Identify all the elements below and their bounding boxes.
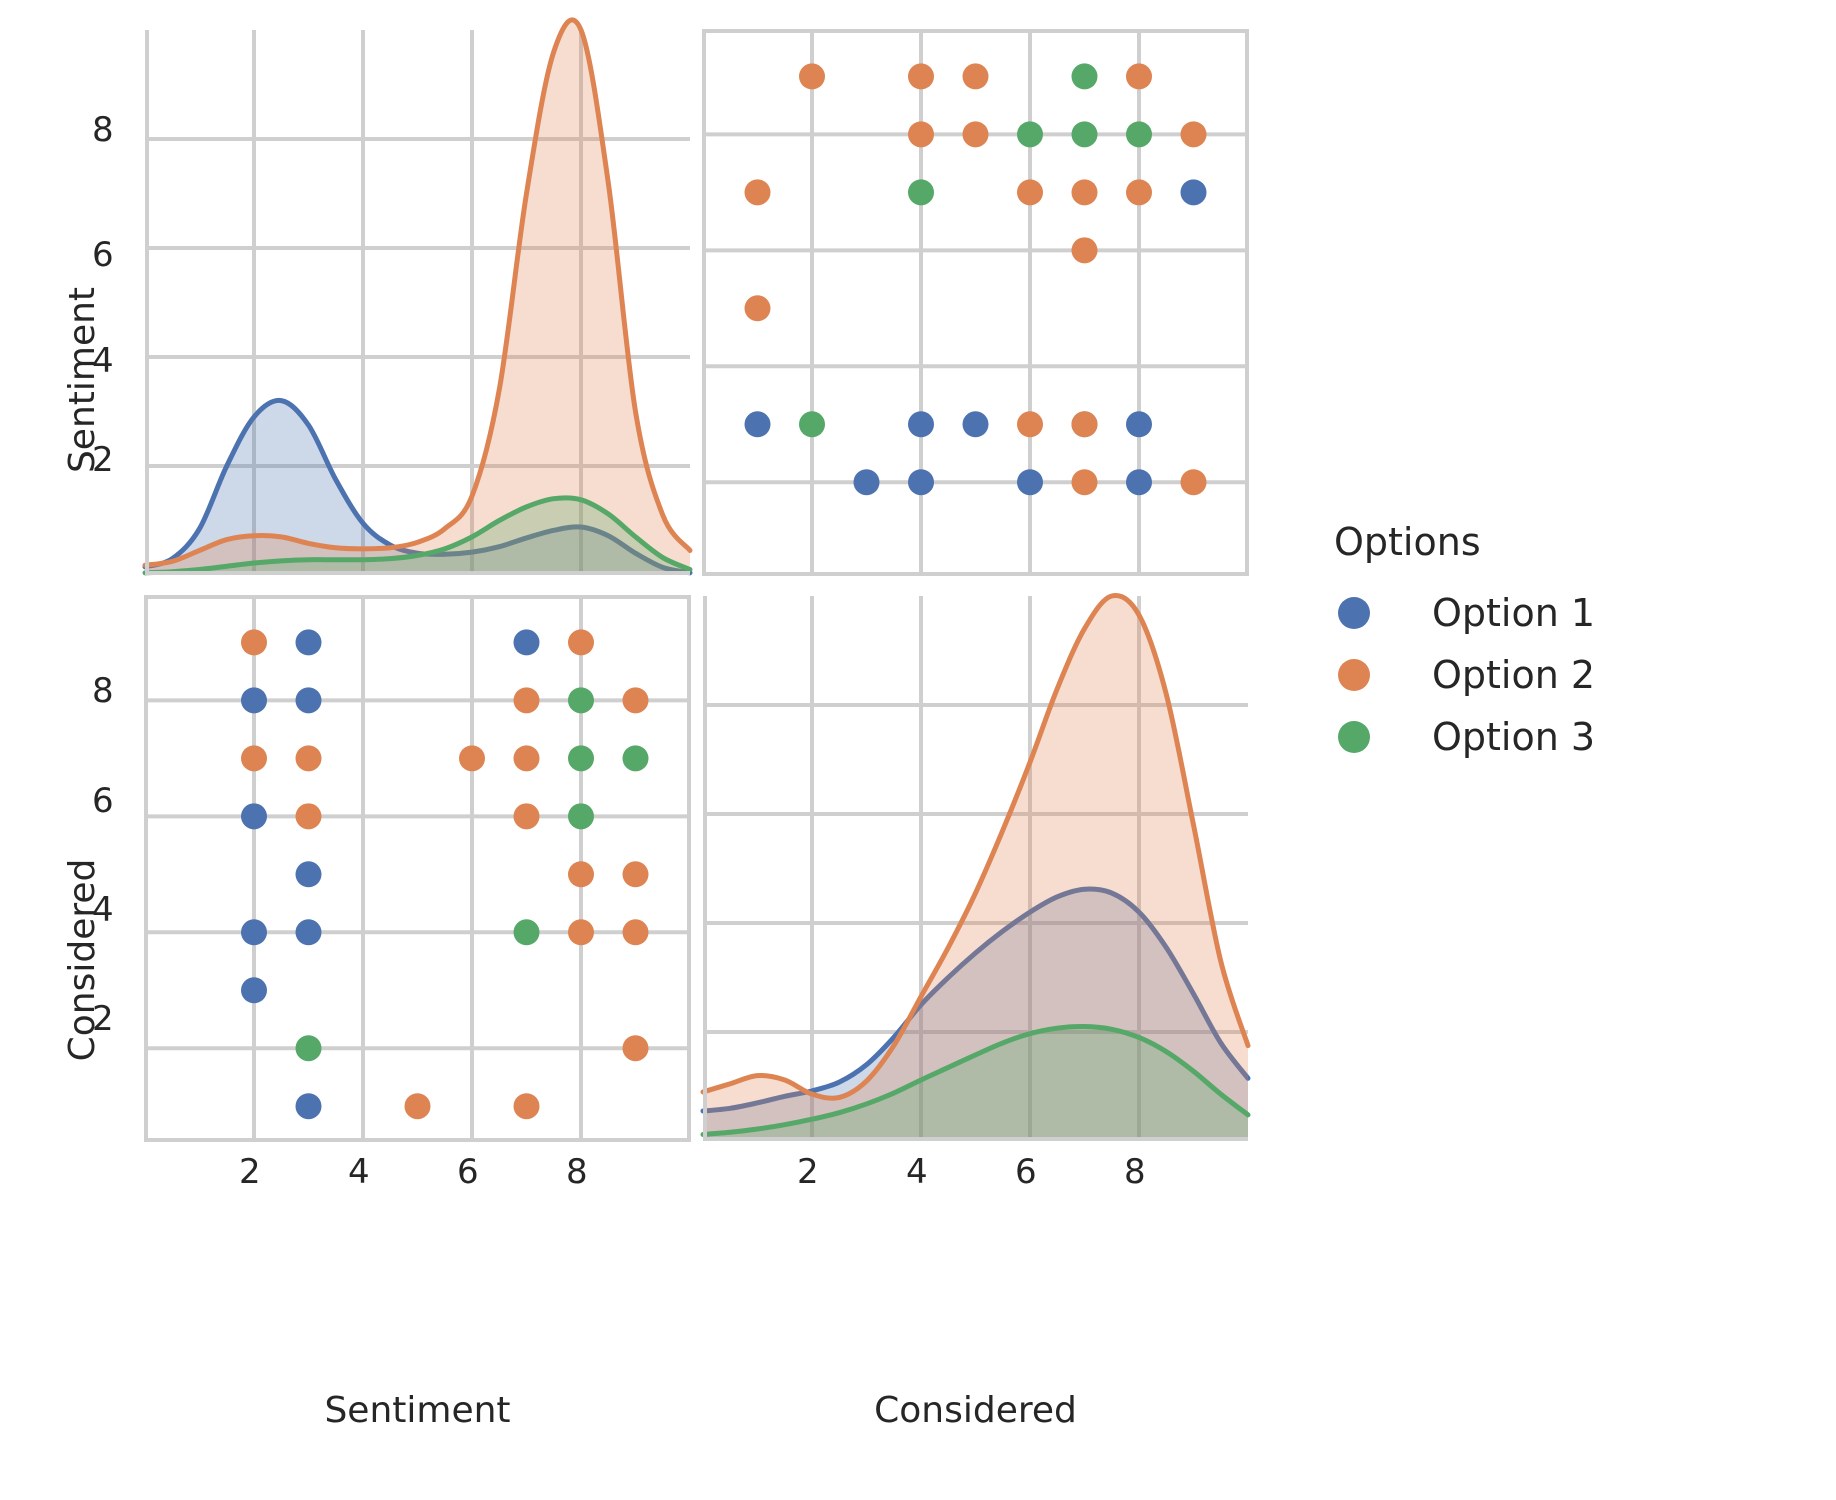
x-axis-label-sentiment: Sentiment (324, 1390, 511, 1431)
legend-label-option-1: Option 1 (1432, 591, 1596, 635)
scatter-sentiment-considered (144, 595, 691, 1142)
y-tick-top-6: 6 (92, 235, 114, 275)
x-tick-right-6: 6 (1015, 1152, 1037, 1192)
legend-item-option-2[interactable]: Option 2 (1316, 644, 1716, 706)
legend-swatch-option-1 (1338, 597, 1370, 629)
legend-swatch-option-2 (1338, 659, 1370, 691)
x-axis-label-considered: Considered (874, 1390, 1077, 1431)
x-tick-left-6: 6 (457, 1152, 479, 1192)
panel-scatter-sentiment-vs-considered (144, 595, 691, 1142)
legend-item-option-1[interactable]: Option 1 (1316, 582, 1716, 644)
y-tick-bottom-6: 6 (92, 781, 114, 821)
kde-sentiment-plot (142, 17, 693, 576)
legend-title: Options (1334, 520, 1481, 564)
x-tick-left-2: 2 (239, 1152, 261, 1192)
y-tick-top-8: 8 (92, 110, 114, 150)
x-tick-right-2: 2 (797, 1152, 819, 1192)
y-tick-bottom-8: 8 (92, 671, 114, 711)
x-tick-right-8: 8 (1124, 1152, 1146, 1192)
legend: Options Option 1 Option 2 Option 3 (1316, 520, 1716, 768)
panel-kde-sentiment (142, 17, 693, 576)
y-tick-bottom-4: 4 (92, 890, 114, 930)
kde-considered-plot (700, 593, 1251, 1141)
x-tick-left-4: 4 (348, 1152, 370, 1192)
panel-scatter-considered-vs-sentiment (702, 29, 1249, 576)
y-tick-bottom-2: 2 (92, 999, 114, 1039)
x-tick-right-4: 4 (906, 1152, 928, 1192)
x-tick-left-8: 8 (566, 1152, 588, 1192)
legend-swatch-option-3 (1338, 721, 1370, 753)
legend-label-option-2: Option 2 (1432, 653, 1596, 697)
y-tick-top-4: 4 (92, 341, 114, 381)
legend-item-option-3[interactable]: Option 3 (1316, 706, 1716, 768)
panel-kde-considered (700, 593, 1251, 1141)
legend-label-option-3: Option 3 (1432, 715, 1596, 759)
scatter-considered-sentiment (702, 29, 1249, 576)
y-tick-top-2: 2 (92, 440, 114, 480)
